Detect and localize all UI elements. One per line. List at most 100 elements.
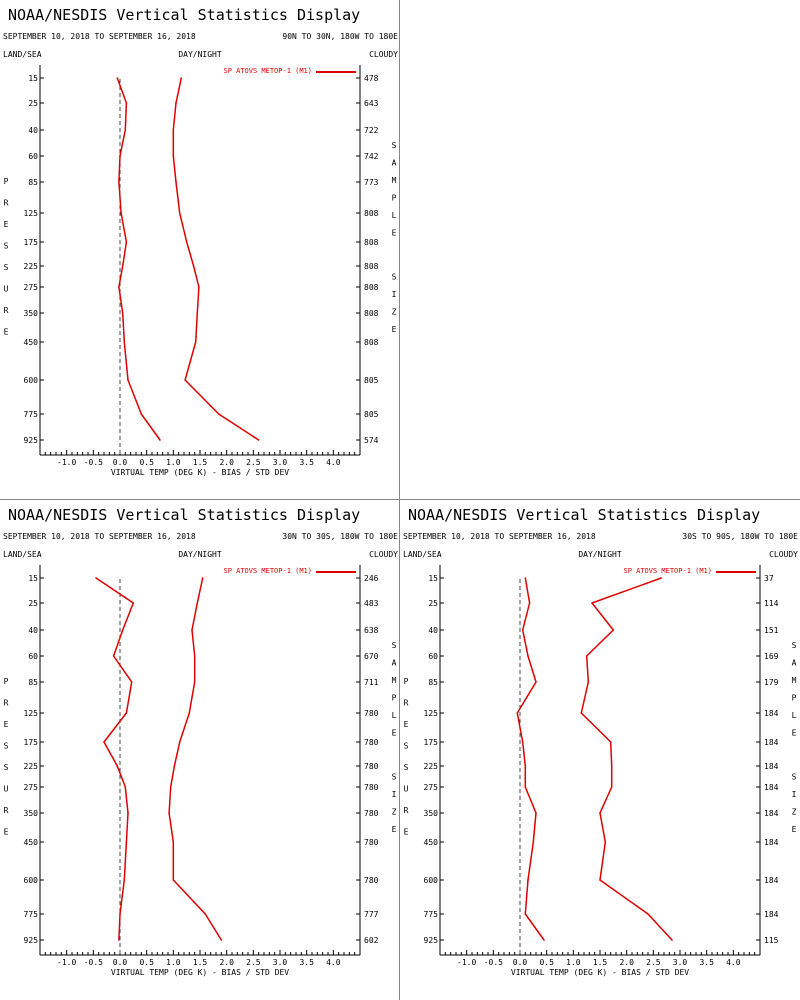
- data-point-bias: [125, 712, 128, 714]
- sample-size-label: 780: [364, 783, 379, 792]
- sample-size-label: 780: [364, 876, 379, 885]
- series-line-std_dev: [172, 77, 260, 441]
- data-point-bias: [127, 812, 129, 814]
- sample-size-label: 169: [764, 652, 779, 661]
- pressure-level-label: 85: [428, 678, 438, 687]
- land-sea-label: LAND/SEA: [3, 550, 42, 559]
- data-point-bias: [124, 129, 127, 131]
- data-point-bias: [516, 712, 519, 714]
- sample-size-label: 808: [364, 338, 379, 347]
- data-point-std_dev: [193, 655, 196, 657]
- pressure-level-label: 25: [28, 99, 38, 108]
- data-point-std_dev: [198, 286, 200, 288]
- day-night-label: DAY/NIGHT: [578, 550, 622, 559]
- data-point-bias: [521, 629, 524, 631]
- data-point-bias: [120, 212, 122, 214]
- sample-size-label: 184: [764, 783, 779, 792]
- sample-size-label: 184: [764, 910, 779, 919]
- data-point-bias: [119, 155, 121, 157]
- x-tick-label: -1.0: [57, 458, 76, 467]
- series-line-std_dev: [168, 577, 222, 941]
- pressure-level-label: 60: [428, 652, 438, 661]
- data-point-std_dev: [178, 741, 181, 743]
- data-point-std_dev: [185, 241, 188, 243]
- sample-size-label: 780: [364, 762, 379, 771]
- x-tick-label: 2.0: [219, 958, 234, 967]
- sample-size-label: 643: [364, 99, 379, 108]
- date-range: SEPTEMBER 10, 2018 TO SEPTEMBER 16, 2018: [3, 32, 196, 41]
- pressure-level-label: 225: [424, 762, 439, 771]
- data-point-std_dev: [180, 77, 183, 79]
- data-point-bias: [125, 102, 128, 104]
- x-tick-label: 4.0: [326, 458, 341, 467]
- data-point-std_dev: [660, 577, 663, 579]
- pressure-level-label: 275: [24, 283, 39, 292]
- data-point-std_dev: [172, 155, 175, 157]
- pressure-level-label: 775: [24, 410, 39, 419]
- chart-title: NOAA/NESDIS Vertical Statistics Display: [408, 506, 760, 524]
- data-point-bias: [118, 286, 120, 288]
- chart-title: NOAA/NESDIS Vertical Statistics Display: [8, 6, 360, 24]
- pressure-level-label: 85: [28, 178, 38, 187]
- data-point-std_dev: [168, 812, 170, 814]
- sample-size-label: 742: [364, 152, 379, 161]
- sample-size-label: 808: [364, 309, 379, 318]
- horizontal-separator: [0, 499, 800, 500]
- series-line-bias: [95, 577, 135, 941]
- sample-size-label: 805: [364, 376, 379, 385]
- sample-size-label: 179: [764, 678, 779, 687]
- chart-svg: NOAA/NESDIS Vertical Statistics Display S…: [3, 6, 398, 477]
- data-point-bias: [527, 879, 529, 881]
- sample-size-label: 808: [364, 238, 379, 247]
- sample-size-label: 780: [364, 809, 379, 818]
- land-sea-label: LAND/SEA: [403, 550, 442, 559]
- data-point-std_dev: [172, 879, 175, 881]
- sample-size-label: 773: [364, 178, 379, 187]
- chart-svg: NOAA/NESDIS Vertical Statistics Display S…: [403, 506, 798, 977]
- region-label: 90N TO 30N, 180W TO 180E: [282, 32, 398, 41]
- x-axis-label: VIRTUAL TEMP (DEG K) - BIAS / STD DEV: [111, 468, 289, 477]
- data-point-std_dev: [193, 681, 196, 683]
- data-point-std_dev: [196, 602, 199, 604]
- pressure-level-label: 775: [424, 910, 439, 919]
- data-point-std_dev: [671, 939, 673, 941]
- x-tick-label: 2.5: [246, 958, 261, 967]
- pressure-level-label: 450: [24, 338, 39, 347]
- data-point-std_dev: [609, 741, 612, 743]
- data-point-std_dev: [612, 629, 615, 631]
- data-point-bias: [118, 939, 120, 941]
- data-point-bias: [524, 765, 527, 767]
- pressure-level-label: 175: [424, 738, 439, 747]
- sample-size-label: 483: [364, 599, 379, 608]
- data-point-std_dev: [172, 841, 175, 843]
- x-tick-label: 3.5: [699, 958, 714, 967]
- panel-empty: [400, 0, 800, 500]
- pressure-level-label: 15: [28, 574, 38, 583]
- sample-size-label: 115: [764, 936, 779, 945]
- data-point-std_dev: [191, 629, 193, 631]
- sample-size-label: 184: [764, 762, 779, 771]
- pressure-level-label: 600: [424, 876, 439, 885]
- data-point-bias: [127, 379, 129, 381]
- x-tick-label: 4.0: [726, 958, 741, 967]
- x-tick-label: 3.0: [673, 958, 688, 967]
- pressure-level-label: 40: [28, 126, 38, 135]
- pressure-level-label: 125: [24, 709, 39, 718]
- pressure-level-label: 40: [428, 626, 438, 635]
- pressure-level-label: 450: [424, 838, 439, 847]
- data-point-std_dev: [604, 841, 607, 843]
- data-point-bias: [535, 812, 537, 814]
- pressure-level-label: 175: [24, 238, 39, 247]
- x-tick-label: 0.0: [113, 458, 128, 467]
- x-tick-label: 0.5: [139, 458, 154, 467]
- x-tick-label: 2.0: [619, 958, 634, 967]
- data-point-bias: [103, 741, 105, 743]
- pressure-level-label: 85: [28, 678, 38, 687]
- x-tick-label: 3.5: [299, 458, 314, 467]
- series-line-bias: [516, 577, 545, 941]
- sample-size-label: 808: [364, 262, 379, 271]
- sample-size-label: 184: [764, 738, 779, 747]
- vertical-separator: [399, 0, 400, 1000]
